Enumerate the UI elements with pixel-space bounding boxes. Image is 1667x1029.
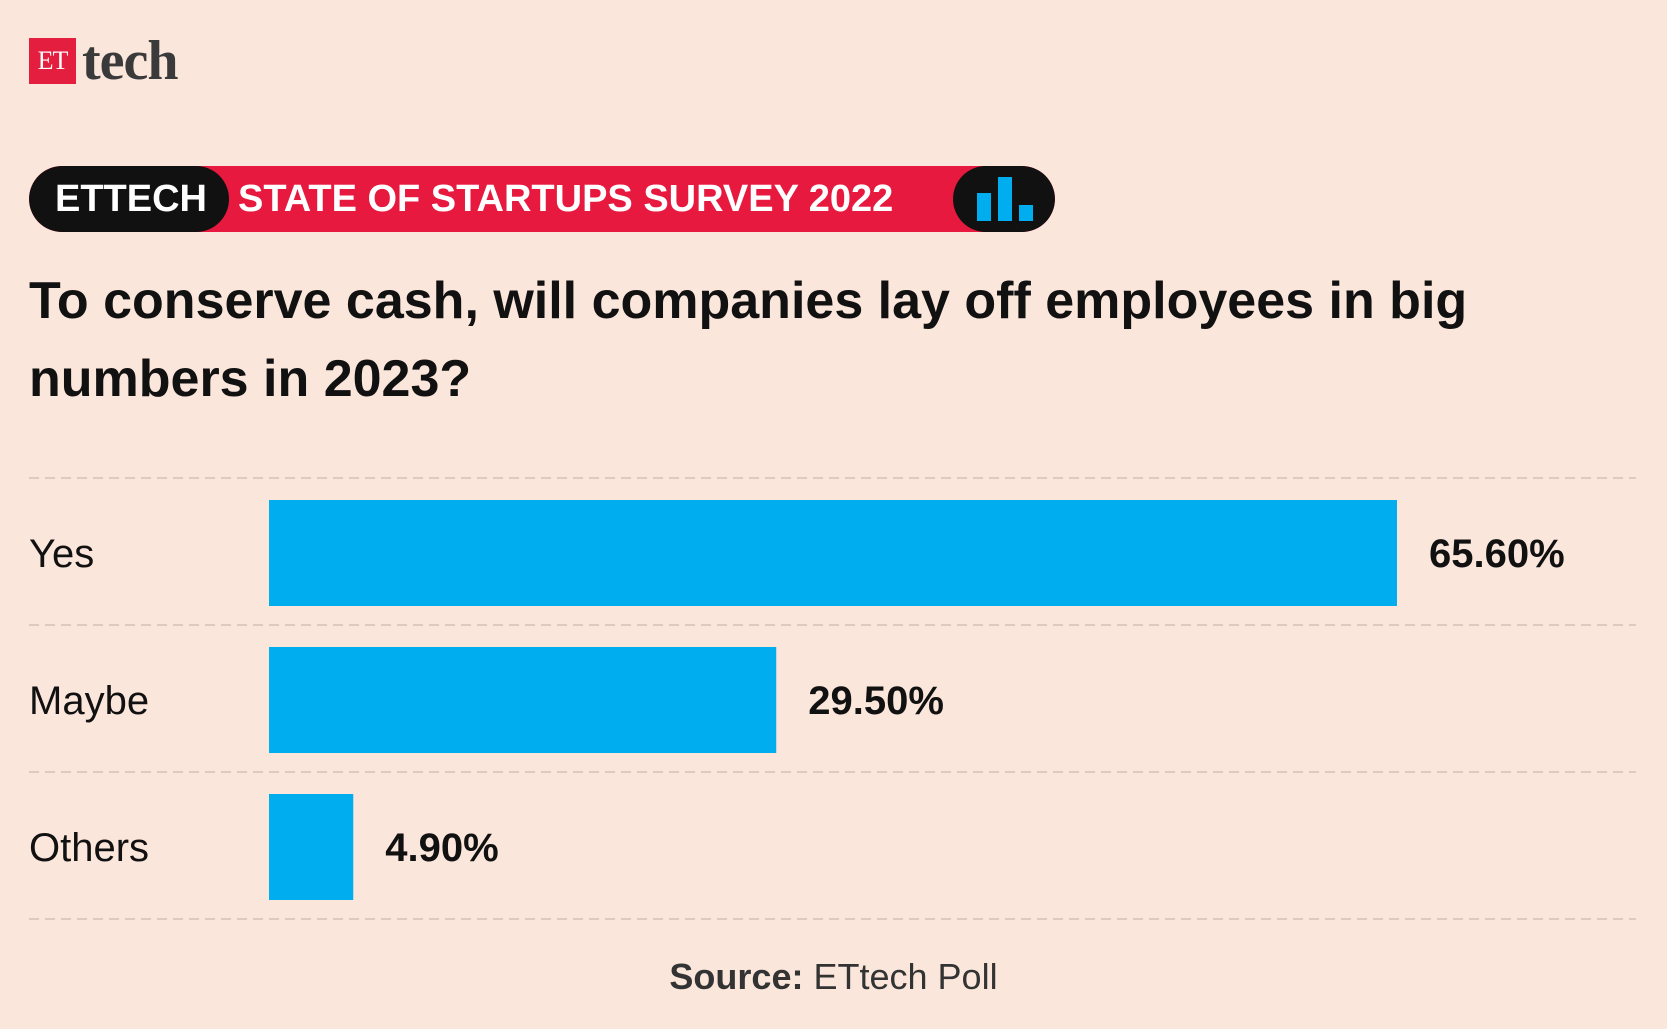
category-label: Yes bbox=[29, 532, 94, 576]
survey-banner: STATE OF STARTUPS SURVEY 2022 ETTECH bbox=[29, 166, 1055, 232]
value-label: 29.50% bbox=[808, 679, 944, 723]
category-label: Others bbox=[29, 826, 149, 870]
chart-title: To conserve cash, will companies lay off… bbox=[29, 272, 1468, 408]
source-label: Source: bbox=[669, 956, 804, 997]
banner-brand: ETTECH bbox=[29, 166, 229, 232]
banner-title: STATE OF STARTUPS SURVEY 2022 bbox=[238, 177, 894, 220]
bar-chart-icon bbox=[977, 177, 1033, 221]
logo-wordmark: tech bbox=[82, 30, 179, 92]
bar bbox=[269, 794, 354, 900]
ettech-logo: ET tech bbox=[29, 30, 179, 92]
bar bbox=[269, 647, 777, 753]
source-text: ETtech Poll bbox=[813, 956, 998, 997]
category-label: Maybe bbox=[29, 679, 149, 723]
source-note: Source: ETtech Poll bbox=[0, 956, 1667, 998]
banner-icon-pill bbox=[953, 166, 1055, 232]
et-logo-badge: ET bbox=[29, 38, 76, 84]
bar bbox=[269, 500, 1397, 606]
value-label: 4.90% bbox=[385, 826, 498, 870]
value-label: 65.60% bbox=[1429, 532, 1565, 576]
